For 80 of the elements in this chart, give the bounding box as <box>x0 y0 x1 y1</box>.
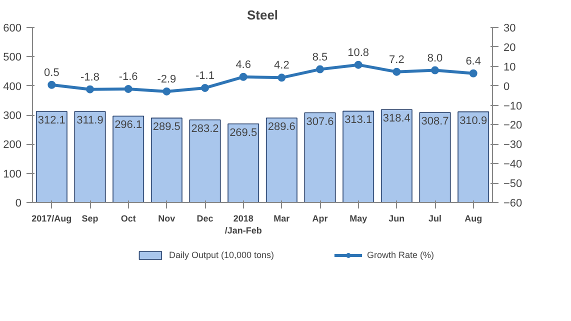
data-label: 4.6 <box>236 58 251 71</box>
point <box>316 65 324 74</box>
y-tick-label: 200 <box>3 139 22 152</box>
data-label: -2.9 <box>157 73 176 86</box>
bar <box>112 116 144 202</box>
x-tick-label: Jun <box>388 214 405 224</box>
y2-tick-label: −20 <box>504 120 522 132</box>
point <box>162 87 171 96</box>
x-tick-label: 2017/Aug <box>32 214 72 224</box>
bar <box>150 118 182 202</box>
data-label: -1.8 <box>80 71 100 84</box>
point <box>201 84 209 92</box>
x-tick-label: Apr <box>312 214 328 224</box>
point <box>392 68 401 76</box>
data-label: 310.9 <box>460 114 488 127</box>
bar <box>342 110 374 202</box>
point <box>469 69 478 78</box>
x-tick-label: Aug <box>464 214 482 224</box>
x-tick-label: Nov <box>158 214 176 224</box>
point <box>354 60 362 69</box>
x-tick-label: May <box>350 214 368 224</box>
point <box>86 85 94 94</box>
x-tick-label: Mar <box>274 214 290 224</box>
data-label: -1.1 <box>196 70 214 82</box>
bar <box>380 109 412 202</box>
bar <box>304 112 336 202</box>
y2-tick-label: −60 <box>504 198 522 210</box>
bar <box>266 118 298 202</box>
point <box>278 74 286 82</box>
data-label: 308.7 <box>421 115 449 128</box>
data-label: 6.4 <box>466 55 481 68</box>
bar <box>228 123 260 202</box>
y2-tick-label: −50 <box>504 178 522 190</box>
x-tick-label: Oct <box>120 214 136 224</box>
y2-tick-label: 10 <box>504 61 516 74</box>
y-tick-label: 100 <box>3 168 22 180</box>
data-label: 313.1 <box>344 114 372 126</box>
data-label: 311.9 <box>76 114 104 127</box>
y2-tick-label: 20 <box>504 42 516 54</box>
y2-tick-label: −40 <box>504 158 522 171</box>
y2-tick-label: −30 <box>504 139 522 152</box>
x-tick-label: Jul <box>428 214 442 224</box>
bar <box>458 111 490 202</box>
data-label: -1.6 <box>118 70 138 83</box>
data-label: 8.5 <box>312 51 328 64</box>
x-tick-label: Sep <box>82 214 99 224</box>
data-label: 8.0 <box>427 52 443 64</box>
data-label: 307.6 <box>306 116 334 128</box>
point <box>124 84 132 93</box>
data-label: 269.5 <box>230 126 258 139</box>
data-label: 318.4 <box>382 112 410 125</box>
legend-label: Daily Output (10,000 tons) <box>168 250 274 260</box>
y-tick-label: 500 <box>3 52 22 64</box>
y2-tick-label: −10 <box>504 100 522 112</box>
bar <box>36 111 68 202</box>
point <box>239 72 248 81</box>
bar <box>419 112 451 202</box>
point <box>48 80 56 89</box>
bar <box>189 120 221 202</box>
y-tick-label: 600 <box>3 22 22 34</box>
data-label: 283.2 <box>191 122 219 135</box>
data-label: 0.5 <box>44 66 60 79</box>
point <box>431 66 439 74</box>
y2-tick-label: 0 <box>504 80 510 93</box>
data-label: 296.1 <box>114 119 142 132</box>
bar <box>74 111 106 202</box>
data-label: 4.2 <box>274 60 290 72</box>
legend-label: Growth Rate (%) <box>367 250 434 260</box>
data-label: 289.5 <box>152 121 180 134</box>
y-tick-label: 400 <box>3 80 22 93</box>
x-tick-label: 2018 /Jan-Feb <box>224 214 262 236</box>
x-tick-label: Dec <box>196 214 214 224</box>
data-label: 289.6 <box>268 121 296 134</box>
y-tick-label: 300 <box>3 110 22 122</box>
data-label: 10.8 <box>348 46 370 59</box>
data-label: 7.2 <box>389 54 404 66</box>
y-tick-label: 0 <box>15 198 22 210</box>
chart-title: Steel <box>246 8 278 22</box>
y2-tick-label: 30 <box>504 22 516 34</box>
data-label: 312.1 <box>38 114 66 126</box>
